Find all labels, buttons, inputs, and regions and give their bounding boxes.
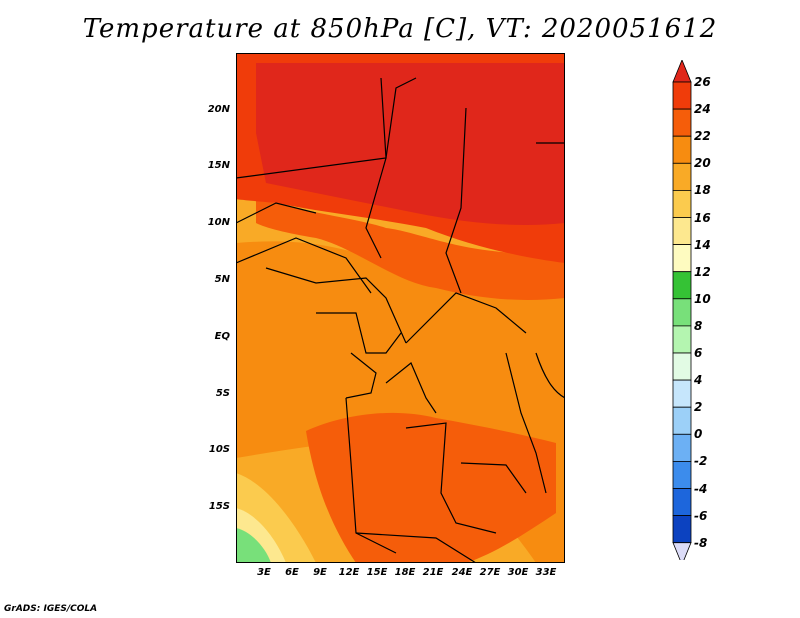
chart-title: Temperature at 850hPa [C], VT: 202005161… [82,14,718,44]
colorbar-label: 22 [694,129,711,144]
lon-tick-label: 12E [338,567,360,578]
lat-tick-label: 15S [208,501,230,512]
colorbar-segment [672,162,692,191]
lat-tick-label: 5N [214,274,230,285]
lon-tick-label: 24E [451,567,473,578]
lon-tick-label: 33E [535,567,557,578]
lon-tick-label: 21E [422,567,444,578]
temp-band-22-24-north [256,198,565,300]
colorbar-segment [672,217,692,246]
colorbar-label: 12 [694,264,711,279]
map-frame [236,53,565,563]
colorbar-label: 24 [694,102,711,117]
temperature-map [236,53,565,563]
lat-tick-label: 20N [207,104,230,115]
colorbar-label: -8 [694,535,708,550]
colorbar-segment [672,352,692,381]
colorbar-label: 4 [694,373,703,388]
colorbar-cap-top [672,60,692,83]
lon-tick-label: 18E [394,567,416,578]
colorbar-label: 8 [694,318,703,333]
colorbar-segment [672,271,692,300]
colorbar-label: 16 [694,210,711,225]
colorbar-segment [672,325,692,354]
lat-tick-label: EQ [214,331,230,342]
colorbar-label: 10 [694,291,711,306]
lon-tick-label: 9E [313,567,327,578]
lat-tick-label: 10S [208,444,230,455]
lon-tick-label: 3E [257,567,271,578]
colorbar-label: 20 [694,156,711,171]
colorbar-label: -4 [694,481,708,496]
lon-tick-label: 30E [507,567,529,578]
colorbar-label: 6 [694,346,703,360]
lat-tick-label: 10N [207,217,230,228]
lon-tick-label: 6E [285,567,299,578]
temp-band-22-24-south [306,412,556,563]
colorbar-segment [672,135,692,164]
colorbar-segment [672,406,692,435]
colorbar-label: 26 [694,75,711,89]
colorbar-label: 18 [694,183,711,198]
lon-tick-label: 27E [479,567,501,578]
colorbar-label: 2 [694,400,703,415]
colorbar-cap-bottom [672,542,692,560]
colorbar-segment [672,298,692,327]
colorbar-segment [672,433,692,462]
colorbar-segment [672,108,692,137]
lon-tick-label: 15E [366,567,388,578]
colorbar-segment [672,515,692,544]
lat-tick-label: 15N [207,160,230,171]
temp-band-10-12 [236,528,271,563]
colorbar-segment [672,488,692,517]
colorbar-segment [672,460,692,489]
colorbar-label: 0 [694,427,703,442]
colorbar-segment [672,189,692,218]
colorbar-label: -2 [694,454,708,469]
colorbar-segment [672,81,692,110]
temp-band-above-26 [256,63,565,225]
colorbar-segment [672,379,692,408]
grads-credit: GrADS: IGES/COLA [4,604,98,614]
colorbar-label: -6 [694,508,708,523]
colorbar-label: 14 [694,237,711,252]
lat-tick-label: 5S [215,388,230,399]
colorbar-segment [672,244,692,273]
colorbar [672,60,692,560]
